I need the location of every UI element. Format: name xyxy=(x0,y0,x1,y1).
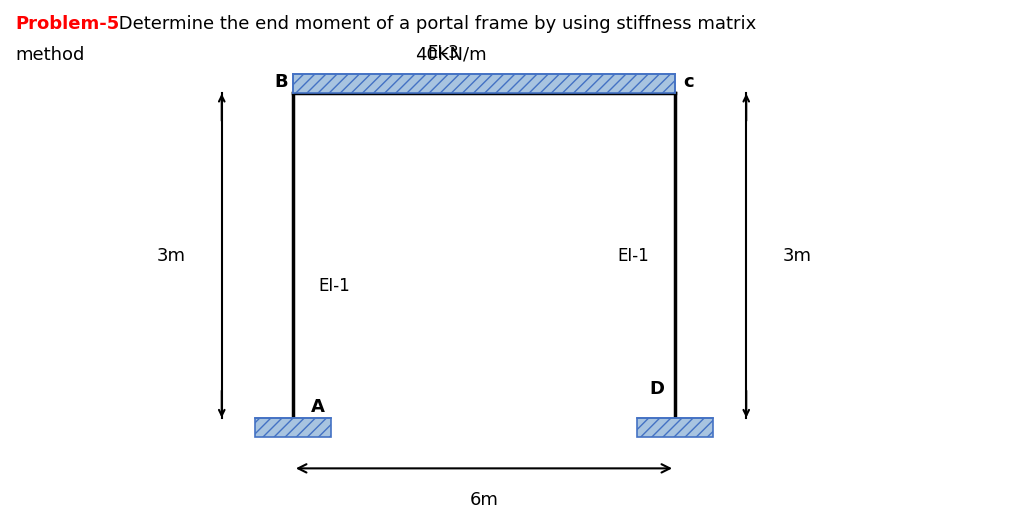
Text: 3m: 3m xyxy=(157,247,185,265)
Text: Determine the end moment of a portal frame by using stiffness matrix: Determine the end moment of a portal fra… xyxy=(113,15,756,33)
Bar xyxy=(255,418,331,437)
Text: EI-1: EI-1 xyxy=(318,277,350,295)
Text: Problem-5: Problem-5 xyxy=(15,15,119,33)
Text: B: B xyxy=(274,73,288,91)
Text: 6m: 6m xyxy=(470,491,499,509)
Bar xyxy=(637,418,713,437)
Bar xyxy=(293,74,675,93)
Text: D: D xyxy=(650,380,665,398)
Text: EI-1: EI-1 xyxy=(617,247,649,265)
Text: method: method xyxy=(15,45,84,63)
Text: 40KN/m: 40KN/m xyxy=(415,45,486,63)
Text: c: c xyxy=(683,73,693,91)
Text: A: A xyxy=(311,398,326,416)
Text: EI-3: EI-3 xyxy=(427,44,459,62)
Text: 3m: 3m xyxy=(782,247,812,265)
